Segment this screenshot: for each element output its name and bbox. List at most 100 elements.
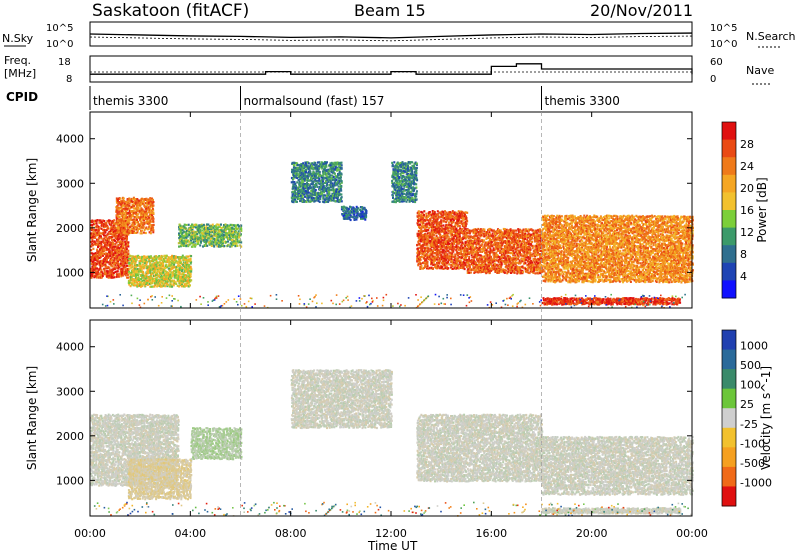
data-cell [100, 235, 102, 237]
data-cell [126, 208, 128, 210]
data-cell [152, 226, 154, 228]
data-cell [119, 216, 121, 218]
data-cell [188, 224, 190, 226]
data-cell [180, 225, 182, 227]
data-cell [145, 264, 147, 266]
data-cell [157, 262, 159, 264]
data-cell [120, 198, 122, 200]
data-cell [126, 237, 128, 239]
noise-right-label: N.Search [746, 30, 796, 43]
data-cell [152, 216, 154, 218]
freq-label-line2: [MHz] [4, 67, 36, 80]
data-cell [150, 232, 152, 234]
data-cell [127, 243, 129, 245]
data-cell [147, 284, 149, 286]
data-cell [104, 270, 106, 272]
data-cell [115, 235, 117, 237]
data-cell [151, 275, 153, 277]
data-cell [101, 237, 103, 239]
data-cell [94, 237, 96, 239]
data-cell [93, 253, 95, 255]
cpid-segment-1: normalsound (fast) 157 [244, 94, 385, 108]
data-cell [153, 201, 155, 203]
station-title: Saskatoon (fitACF) [92, 1, 249, 21]
data-cell [186, 255, 188, 257]
data-cell [112, 242, 114, 244]
data-cell [102, 273, 104, 275]
data-cell [122, 274, 124, 276]
data-cell [153, 278, 155, 280]
data-cell [165, 257, 167, 259]
data-cell [175, 281, 177, 283]
noise-left-tick-top: 10^5 [46, 23, 73, 34]
data-cell [190, 266, 192, 268]
data-cell [93, 260, 95, 262]
freq-tick-bottom: 8 [66, 74, 72, 85]
data-cell [206, 245, 208, 247]
data-cell [200, 234, 202, 236]
data-cell [178, 246, 180, 248]
data-cell [141, 232, 143, 234]
data-cell [117, 241, 119, 243]
data-cell [190, 279, 192, 281]
noise-left-label: N.Sky [2, 32, 34, 45]
data-cell [219, 233, 221, 235]
data-cell [135, 221, 137, 223]
data-cell [181, 267, 183, 269]
data-cell [180, 259, 182, 261]
data-cell [96, 223, 98, 225]
data-cell [179, 271, 181, 273]
data-cell [129, 262, 131, 264]
data-cell [105, 231, 107, 233]
data-cell [211, 245, 213, 247]
data-cell [180, 261, 182, 263]
data-cell [187, 262, 189, 264]
cpid-segment-2: themis 3300 [545, 94, 620, 108]
data-cell [208, 237, 210, 239]
data-cell [100, 256, 102, 258]
data-cell [96, 219, 98, 221]
data-cell [130, 255, 132, 257]
data-cell [149, 266, 151, 268]
data-cell [117, 270, 119, 272]
data-cell [218, 224, 220, 226]
data-cell [152, 228, 154, 230]
data-cell [199, 244, 201, 246]
data-cell [138, 273, 140, 275]
data-cell [196, 233, 198, 235]
data-cell [136, 231, 138, 233]
data-cell [173, 284, 175, 286]
data-cell [156, 273, 158, 275]
data-cell [118, 254, 120, 256]
data-cell [129, 222, 131, 224]
freq-tick-top: 18 [58, 57, 71, 68]
data-cell [111, 239, 113, 241]
data-cell [221, 227, 223, 229]
data-cell [145, 232, 147, 234]
data-cell [98, 229, 100, 231]
freq-trace [90, 64, 692, 74]
data-cell [173, 270, 175, 272]
data-cell [107, 226, 109, 228]
data-cell [127, 245, 129, 247]
nave-tick-top: 60 [710, 57, 723, 68]
data-cell [123, 212, 125, 214]
data-cell [155, 270, 157, 272]
data-cell [103, 264, 105, 266]
freq-panel: Freq. [MHz] 18 8 60 0 Nave [4, 54, 774, 85]
data-cell [150, 256, 152, 258]
data-cell [120, 252, 122, 254]
data-cell [143, 226, 145, 228]
data-cell [133, 205, 135, 207]
data-cell [126, 265, 128, 267]
data-cell [109, 249, 111, 251]
data-cell [156, 277, 158, 279]
data-cell [143, 203, 145, 205]
data-cell [203, 224, 205, 226]
data-cell [139, 262, 141, 264]
data-cell [102, 252, 104, 254]
data-cell [102, 255, 104, 257]
data-cell [150, 220, 152, 222]
data-cell [153, 205, 155, 207]
